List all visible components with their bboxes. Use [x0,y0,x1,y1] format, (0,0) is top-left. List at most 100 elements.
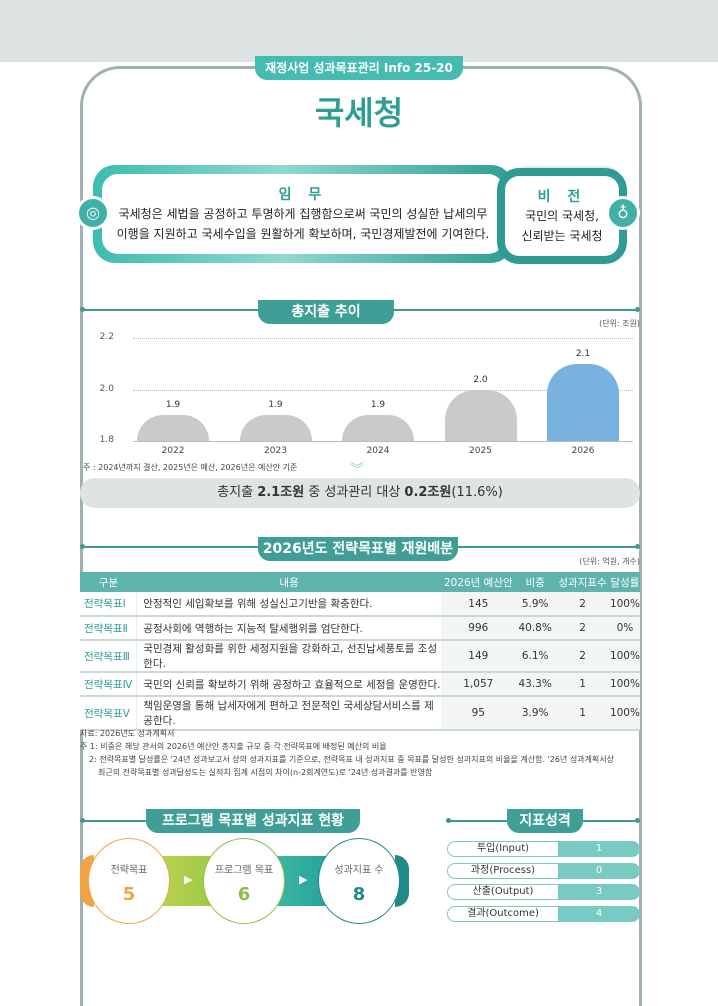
cell-goal: 전략목표Ⅴ [80,696,137,731]
target-icon: ◎ [76,196,110,230]
cell-budget: 95 [441,696,516,731]
x-tick-label: 2024 [366,446,390,456]
page-title: 국세청 [314,94,404,132]
cell-budget: 145 [441,592,516,617]
cell-rate: 0% [609,616,640,641]
cell-goal: 전략목표Ⅱ [80,616,137,641]
indicator-type-value: 3 [558,884,640,900]
cell-content: 국민경제 활성화를 위한 세정지원을 강화하고, 선진납세풍토를 조성한다. [136,640,442,673]
cell-rate: 100% [609,672,640,697]
cell-content: 책임운영을 통해 납세자에게 편하고 전문적인 국세상담서비스를 제공한다. [136,696,442,731]
bar [444,389,517,441]
gridline [133,389,633,391]
note-2: 2: 전략목표별 달성률은 '24년 성과보고서 상의 성과지표를 기준으로, … [89,755,614,764]
cell-share: 40.8% [515,616,556,641]
program-stat-circle: 전략목표 5 [88,838,170,924]
indicator-type-label: 결과(Outcome) [447,905,559,922]
col-header: 구분 [80,572,137,592]
bar [342,415,414,441]
cell-goal: 전략목표Ⅰ [80,592,137,617]
bar-value-label: 1.9 [268,400,283,411]
stat-label: 성과지표 수 [334,865,384,876]
note-source: 자료: 2026년도 성과계획서 [80,729,175,738]
x-tick-label: 2026 [571,446,595,456]
bar-value-label: 1.9 [165,400,181,411]
bar-value-label: 2.0 [473,374,488,385]
allocation-section-title: 2026년도 전략목표별 재원배분 [258,537,458,561]
spending-note: 주 : 2024년까지 결산, 2025년은 예산, 2026년은 예산안 기준 [83,463,298,472]
program-stat-circle: 성과지표 수 8 [318,838,400,924]
decor-right [395,855,409,907]
indicator-type-label: 투입(Input) [447,841,559,857]
lightbulb-icon: ♁ [606,196,640,230]
cell-goal: 전략목표Ⅳ [80,672,137,697]
col-header: 비중 [515,572,556,592]
col-header: 달성률 [609,572,640,592]
col-header: 성과지표수 [555,572,610,592]
mission-line-2: 이행을 지원하고 국세수입을 원활하게 확보하며, 국민경제발전에 기여한다. [116,227,490,241]
program-stat-circle: 프로그램 목표 6 [203,838,285,924]
bar-value-label: 2.1 [575,348,591,359]
vision-heading: 비 전 [537,189,587,205]
summary-total: 2.1조원 [257,485,305,500]
cell-share: 5.9% [515,592,556,617]
summary-text: 총지출 [217,485,258,500]
mission-line-1: 국세청은 세법을 공정하고 투명하게 집행함으로써 국민의 성실한 납세의무 [118,207,488,221]
bar [239,415,312,441]
indicator-type-title: 지표성격 [507,809,583,833]
indicator-type-value: 1 [558,841,640,857]
spending-summary: 총지출 2.1조원 중 성과관리 대상 0.2조원(11.6%) [80,478,640,508]
cell-budget: 149 [441,640,516,673]
cell-rate: 100% [609,592,640,617]
top-band [0,0,718,62]
stat-value: 8 [352,884,366,905]
stat-label: 전략목표 [110,865,148,876]
allocation-notes: 자료: 2026년도 성과계획서 주 1: 비중은 해당 관서의 2026년 예… [80,727,660,779]
spending-chart: 1.8 2.0 2.2 1.9 2022 1.9 2023 1.9 2024 2.0 2025 2.1… [0,0,718,470]
play-arrow-icon: ▶ [299,873,308,886]
cell-budget: 996 [441,616,516,641]
bar-value-label: 1.9 [370,400,386,411]
allocation-unit: (단위: 억원, 개수) [579,557,640,566]
note-1: 주 1: 비중은 해당 관서의 2026년 예산안 총지출 규모 중 각 전략목… [80,742,387,751]
cell-indicators: 2 [555,640,610,673]
series-badge: 재정사업 성과목표관리 Info 25-20 [255,56,463,80]
summary-percent: (11.6%) [451,485,503,500]
mission-heading: 임 무 [278,187,328,203]
x-tick-label: 2023 [264,446,287,456]
cell-content: 국민의 신뢰를 확보하기 위해 공정하고 효율적으로 세정을 운영한다. [136,672,442,697]
cell-indicators: 1 [555,696,610,731]
stat-value: 5 [122,884,136,905]
summary-managed: 0.2조원 [404,485,452,500]
mission-box: 임 무 국세청은 세법을 공정하고 투명하게 집행함으로써 국민의 성실한 납세… [93,165,513,263]
y-tick-label: 1.8 [99,435,114,445]
cell-share: 3.9% [515,696,556,731]
cell-rate: 100% [609,696,640,731]
note-2-cont: 최근의 전략목표별 성과달성도는 실적치 집계 시점의 차이(n-2회계연도)로… [98,768,433,777]
indicator-type-label: 산출(Output) [447,884,559,900]
vision-box: 비 전 국민의 국세청, 신뢰받는 국세청 [497,168,627,264]
cell-rate: 100% [609,640,640,673]
cell-content: 안정적인 세입확보를 위해 성실신고기반을 확충한다. [136,592,442,617]
play-arrow-icon: ▶ [184,873,193,886]
table-row: 전략목표Ⅰ 안정적인 세입확보를 위해 성실신고기반을 확충한다. 145 5.9% 2… [80,592,640,617]
cell-goal: 전략목표Ⅲ [80,640,137,673]
vision-line-1: 국민의 국세청, [525,209,599,223]
stat-label: 프로그램 목표 [214,865,274,876]
table-row: 전략목표Ⅱ 공정사회에 역행하는 지능적 탈세행위를 엄단한다. 996 40.8% 2… [80,616,640,641]
program-section-title: 프로그램 목표별 성과지표 현황 [146,809,360,833]
spending-section-title: 총지출 추이 [258,300,394,324]
cell-share: 43.3% [515,672,556,697]
stat-value: 6 [237,884,251,905]
x-tick-label: 2025 [469,446,492,456]
summary-text: 중 성과관리 대상 [304,485,405,500]
table-row: 전략목표Ⅲ 국민경제 활성화를 위한 세정지원을 강화하고, 선진납세풍토를 조성… [80,640,640,673]
gridline [133,441,633,442]
bar [137,415,209,441]
x-tick-label: 2022 [161,446,185,456]
cell-share: 6.1% [515,640,556,673]
table-row: 전략목표Ⅳ 국민의 신뢰를 확보하기 위해 공정하고 효율적으로 세정을 운영한다… [80,672,640,697]
cell-content: 공정사회에 역행하는 지능적 탈세행위를 엄단한다. [136,616,442,641]
bar [547,363,619,441]
cell-indicators: 1 [555,672,610,697]
